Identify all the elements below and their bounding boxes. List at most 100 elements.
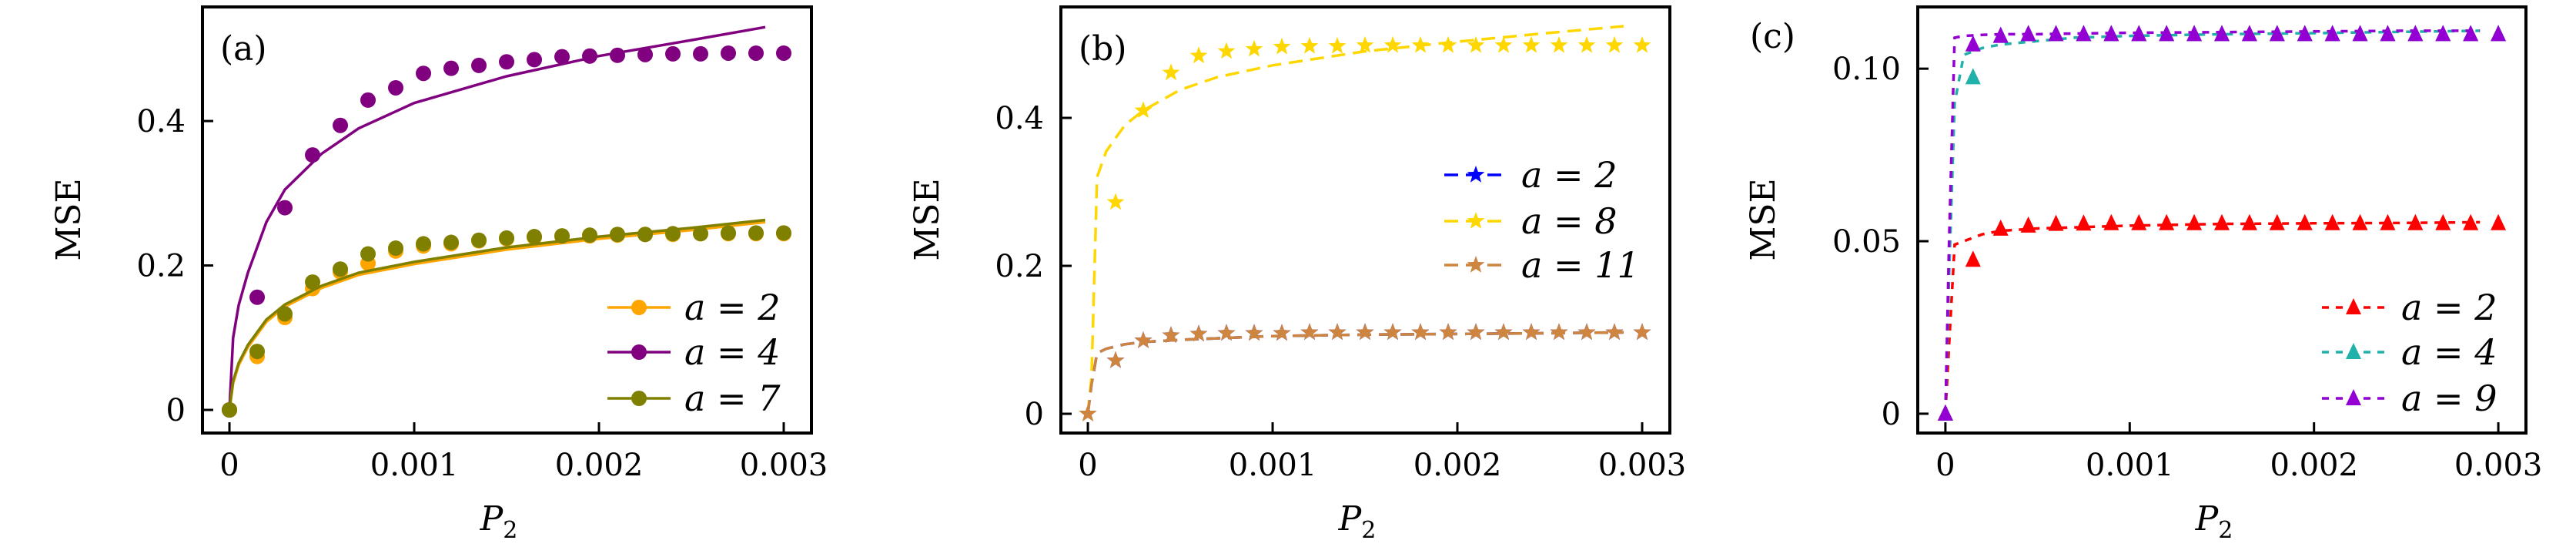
legend-label: a = 9 xyxy=(2401,378,2497,419)
data-point-2-17 xyxy=(693,226,709,242)
series-curve-2 xyxy=(228,218,766,411)
data-point-1-13 xyxy=(582,48,598,64)
data-point-2-6 xyxy=(2103,25,2119,42)
data-point-2-0 xyxy=(1937,404,1953,421)
data-point-0-12 xyxy=(2269,213,2285,230)
panel-label: (c) xyxy=(1750,17,1795,56)
x-tick-label: 0.001 xyxy=(1229,448,1317,483)
data-point-2-18 xyxy=(721,225,737,241)
data-point-2-13 xyxy=(582,227,598,243)
data-point-1-1 xyxy=(1106,193,1125,210)
x-axis-label-subscript: 2 xyxy=(1361,517,1376,544)
data-point-2-20 xyxy=(2491,25,2507,42)
data-point-2-9 xyxy=(471,232,487,248)
data-point-1-15 xyxy=(1494,35,1513,53)
data-point-1-5 xyxy=(360,92,376,108)
data-point-1-19 xyxy=(748,45,764,61)
panel-c: 0 0.001 0.002 0.003 0 0.05 0.10 a = 2a = 4 a = 9… xyxy=(1744,5,2543,544)
data-point-1-5 xyxy=(1217,42,1236,59)
data-point-1-4 xyxy=(1189,46,1208,64)
data-point-1-14 xyxy=(1467,35,1485,53)
legend-marker xyxy=(631,300,647,315)
data-point-1-17 xyxy=(1550,35,1568,53)
x-tick-label: 0.003 xyxy=(1598,448,1687,483)
data-point-2-12 xyxy=(1411,323,1430,341)
plot-area xyxy=(1079,25,1651,421)
series-curve-0 xyxy=(1944,220,2481,414)
data-point-2-0 xyxy=(222,402,238,418)
data-point-2-20 xyxy=(776,225,792,241)
panel-a: 0 0.001 0.002 0.003 0 0.2 0.4 a = 2a = 4 a = 7 (a… xyxy=(49,5,828,544)
data-point-2-3 xyxy=(2020,25,2036,42)
legend-label: a = 4 xyxy=(2401,331,2497,373)
plot-area xyxy=(222,25,792,418)
y-axis-label: MSE xyxy=(1744,178,1783,260)
series-curve-0 xyxy=(1086,331,1624,415)
y-tick-label: 0 xyxy=(1025,397,1044,432)
data-point-2-6 xyxy=(388,240,404,257)
data-point-2-1 xyxy=(1106,351,1125,368)
panel-label: (a) xyxy=(220,29,267,69)
data-point-2-8 xyxy=(443,234,460,250)
data-point-2-2 xyxy=(1992,26,2009,43)
panel-b: 0 0.001 0.002 0.003 0 0.2 0.4 a = 2a = 8a = 11 (… xyxy=(908,5,1687,544)
data-point-2-7 xyxy=(2131,25,2147,42)
x-tick-label: 0.003 xyxy=(2454,448,2543,483)
data-point-2-19 xyxy=(1605,323,1624,341)
data-point-0-6 xyxy=(2103,213,2119,230)
data-point-2-8 xyxy=(1300,323,1319,341)
data-point-2-20 xyxy=(1633,323,1651,341)
data-point-0-15 xyxy=(2352,213,2368,230)
data-point-2-15 xyxy=(637,227,654,243)
legend-label: a = 2 xyxy=(684,287,780,328)
data-point-2-17 xyxy=(1550,323,1568,341)
data-point-1-15 xyxy=(637,46,654,62)
data-point-2-3 xyxy=(305,274,321,290)
y-tick-label: 0.2 xyxy=(136,249,186,284)
data-point-2-5 xyxy=(360,246,376,262)
data-point-2-18 xyxy=(2435,25,2451,42)
data-point-0-14 xyxy=(2324,213,2340,230)
data-point-1-6 xyxy=(1245,39,1263,57)
legend-marker xyxy=(1467,256,1485,273)
data-point-0-18 xyxy=(2435,213,2451,230)
x-tick-label: 0.002 xyxy=(2270,448,2358,483)
data-point-2-16 xyxy=(1522,323,1541,341)
data-point-0-10 xyxy=(2214,213,2230,230)
data-point-1-6 xyxy=(388,79,404,96)
data-point-2-3 xyxy=(1162,326,1180,343)
series-curve-1 xyxy=(228,25,766,411)
data-point-1-3 xyxy=(1162,63,1180,81)
data-point-1-3 xyxy=(305,147,321,163)
data-point-2-1 xyxy=(249,344,266,360)
data-point-1-12 xyxy=(1411,35,1430,53)
data-point-1-20 xyxy=(1633,35,1651,53)
data-point-1-4 xyxy=(333,117,349,133)
series-curve-2 xyxy=(1944,29,2481,414)
legend-marker xyxy=(1467,166,1485,183)
data-point-1-9 xyxy=(1328,36,1347,54)
data-point-2-5 xyxy=(1217,324,1236,341)
series-curve-1 xyxy=(1944,29,2481,414)
data-point-1-13 xyxy=(1439,35,1457,53)
data-point-1-9 xyxy=(471,57,487,73)
data-point-0-20 xyxy=(2491,213,2507,230)
legend-marker xyxy=(2346,343,2361,359)
y-tick-label: 0.4 xyxy=(995,101,1044,136)
x-tick-label: 0.003 xyxy=(740,448,828,483)
data-point-2-11 xyxy=(1383,323,1402,341)
data-point-2-4 xyxy=(1189,324,1208,342)
data-point-2-0 xyxy=(1079,405,1097,421)
data-point-2-14 xyxy=(1467,323,1485,341)
data-point-0-7 xyxy=(2131,213,2147,230)
data-point-2-12 xyxy=(2269,25,2285,42)
data-point-0-13 xyxy=(2297,213,2313,230)
data-point-2-1 xyxy=(1965,35,1981,52)
x-tick-label: 0.001 xyxy=(2086,448,2174,483)
data-point-2-10 xyxy=(499,230,515,246)
y-tick-label: 0.05 xyxy=(1832,224,1901,260)
data-point-0-5 xyxy=(2076,214,2092,231)
data-point-2-8 xyxy=(2159,25,2175,42)
data-point-2-15 xyxy=(2352,25,2368,42)
